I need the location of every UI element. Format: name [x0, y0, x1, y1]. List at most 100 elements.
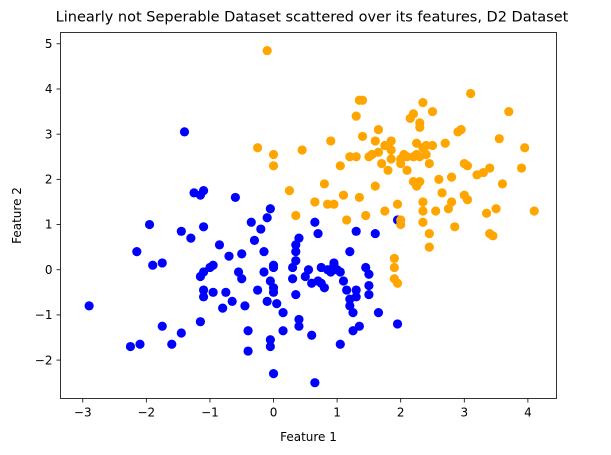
data-point-series-2	[284, 186, 295, 196]
data-point-series-1	[364, 280, 374, 291]
data-point-series-2	[520, 143, 530, 153]
data-point-series-1	[272, 299, 282, 309]
data-point-series-2	[437, 188, 447, 198]
y-tick-label: 0	[45, 263, 53, 277]
data-point-series-2	[262, 45, 272, 56]
data-point-series-2	[253, 143, 263, 153]
data-point-series-2	[424, 242, 434, 252]
data-point-series-1	[291, 247, 301, 257]
data-point-series-2	[415, 122, 425, 132]
data-point-series-1	[335, 267, 345, 277]
data-point-series-1	[278, 308, 288, 318]
data-point-series-1	[132, 247, 142, 257]
data-point-series-1	[224, 251, 234, 261]
data-point-series-2	[424, 228, 434, 239]
y-axis-ticks: −2 −1 0 1 2 3 4 5	[35, 37, 61, 367]
data-point-series-1	[351, 292, 361, 302]
data-point-series-1	[198, 186, 209, 196]
data-point-series-2	[297, 145, 307, 155]
data-point-series-2	[357, 95, 368, 105]
data-point-series-2	[370, 181, 380, 191]
data-point-series-1	[294, 314, 304, 325]
data-point-series-2	[421, 140, 431, 151]
data-point-series-1	[259, 247, 269, 257]
data-point-series-1	[84, 301, 94, 311]
data-point-series-2	[351, 152, 361, 162]
data-point-series-2	[424, 158, 434, 169]
data-point-series-1	[262, 213, 272, 223]
y-axis-label: Feature 2	[10, 187, 24, 244]
data-point-series-2	[361, 210, 371, 221]
x-axis-label: Feature 1	[280, 430, 337, 444]
data-point-series-2	[466, 88, 476, 99]
data-point-series-1	[373, 308, 384, 318]
data-point-series-1	[335, 339, 345, 349]
data-point-series-2	[402, 165, 412, 175]
y-tick-label: 5	[45, 37, 53, 51]
x-axis-ticks: −3 −2 −1 0 1 2 3 4	[74, 398, 532, 420]
data-point-series-1	[176, 328, 186, 338]
data-point-series-1	[179, 127, 190, 137]
data-point-series-2	[386, 136, 396, 146]
data-point-series-1	[167, 339, 177, 349]
data-point-series-2	[418, 217, 428, 227]
x-tick-label: 4	[524, 406, 532, 420]
data-point-series-2	[370, 136, 380, 146]
data-point-series-2	[431, 206, 441, 216]
data-point-series-1	[218, 303, 228, 313]
data-point-series-1	[370, 228, 380, 239]
data-point-series-2	[412, 138, 422, 148]
points-layer	[84, 45, 539, 388]
data-point-series-1	[288, 274, 298, 284]
data-point-series-2	[478, 167, 488, 178]
data-point-series-2	[427, 140, 438, 151]
data-point-series-1	[351, 226, 361, 236]
x-tick-label: −3	[74, 406, 92, 420]
data-point-series-1	[198, 285, 209, 295]
x-tick-label: −2	[137, 406, 155, 420]
data-point-series-1	[259, 267, 269, 277]
data-point-series-2	[462, 161, 473, 171]
x-tick-label: 2	[397, 406, 405, 420]
data-point-series-1	[342, 285, 352, 295]
data-point-series-1	[253, 285, 263, 295]
data-point-series-2	[380, 140, 390, 151]
y-tick-label: −2	[35, 353, 53, 367]
data-point-series-2	[392, 199, 403, 209]
y-tick-label: 2	[45, 173, 53, 187]
data-point-series-1	[265, 335, 275, 345]
data-point-series-2	[462, 195, 473, 205]
data-point-series-2	[386, 154, 396, 164]
data-point-series-2	[351, 111, 361, 121]
data-point-series-2	[446, 172, 457, 182]
data-point-series-2	[504, 106, 514, 117]
data-point-series-2	[402, 152, 412, 162]
y-tick-label: −1	[35, 308, 53, 322]
data-point-series-1	[291, 289, 301, 300]
data-point-series-1	[195, 317, 205, 327]
chart-title: Linearly not Seperable Dataset scattered…	[56, 10, 569, 26]
data-point-series-1	[348, 326, 358, 336]
data-point-series-2	[440, 138, 450, 148]
data-point-series-1	[144, 219, 155, 230]
data-point-series-1	[303, 265, 314, 275]
data-point-series-2	[357, 131, 368, 142]
x-tick-label: 0	[270, 406, 278, 420]
data-point-series-2	[377, 158, 387, 169]
data-point-series-1	[230, 192, 240, 203]
data-point-series-1	[354, 321, 364, 331]
y-tick-label: 3	[45, 127, 53, 141]
data-point-series-1	[319, 283, 329, 293]
data-point-series-2	[485, 163, 495, 173]
data-point-series-2	[326, 136, 336, 146]
y-tick-label: 1	[45, 218, 53, 232]
data-point-series-1	[262, 296, 272, 306]
data-point-series-2	[491, 204, 501, 214]
data-point-series-1	[198, 292, 209, 302]
data-point-series-2	[418, 206, 428, 216]
data-point-series-1	[243, 346, 253, 356]
data-point-series-1	[307, 330, 317, 340]
data-point-series-1	[186, 233, 196, 243]
x-tick-label: 3	[460, 406, 468, 420]
